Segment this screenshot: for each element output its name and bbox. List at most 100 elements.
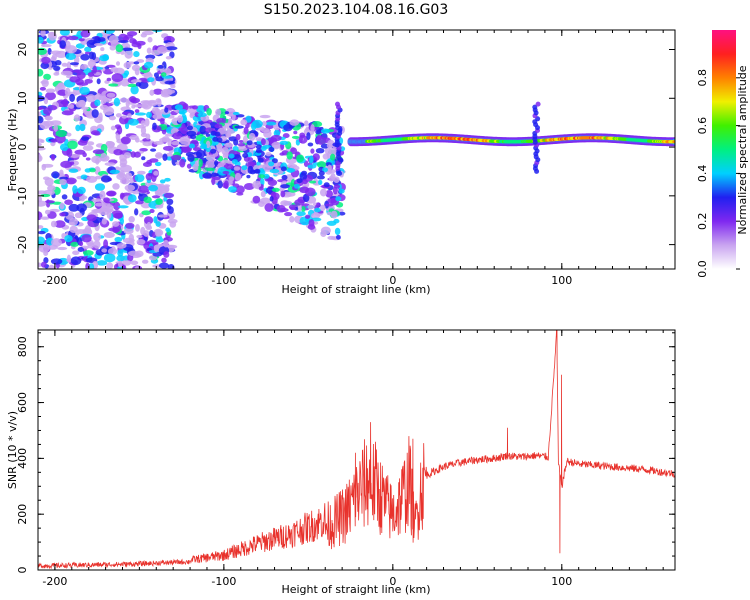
spectral-blob — [280, 184, 290, 189]
spectral-blob — [187, 154, 195, 162]
spectral-blob — [214, 160, 219, 166]
spectral-blob — [106, 77, 112, 82]
spectral-blob — [120, 177, 130, 185]
spectral-blob — [140, 100, 152, 104]
spectral-blob — [108, 83, 119, 87]
spectral-blob — [66, 254, 72, 263]
spectral-blob — [294, 199, 305, 206]
spectral-blob — [59, 176, 69, 180]
spectral-blob — [134, 137, 140, 143]
spectral-blob — [289, 206, 296, 211]
spectral-blob — [228, 176, 235, 182]
spectral-blob — [158, 262, 170, 269]
spectral-blob — [153, 141, 164, 145]
spectral-blob — [109, 169, 120, 175]
spectral-blob — [43, 120, 54, 127]
spectral-blob — [84, 46, 92, 53]
spectral-blob — [74, 229, 87, 235]
spectral-blob — [44, 177, 54, 187]
spectral-blob — [66, 132, 72, 137]
spectral-blob — [152, 30, 163, 33]
spectral-blob — [259, 114, 271, 119]
spectral-blob — [192, 163, 199, 172]
spectral-blob — [103, 231, 115, 238]
spectral-blob — [146, 47, 152, 54]
spectral-blob — [85, 157, 91, 161]
spectral-blob — [319, 188, 328, 197]
spectral-blob — [130, 151, 136, 158]
snr-line — [38, 330, 675, 570]
spectral-blob — [177, 115, 184, 123]
spectral-blob — [328, 175, 334, 182]
spectral-blob — [78, 99, 86, 107]
spectral-blob — [75, 124, 81, 132]
spectral-blob — [151, 106, 159, 115]
spectral-blob — [86, 175, 98, 183]
spectral-blob — [41, 163, 54, 168]
spectral-blob — [98, 112, 103, 121]
spectral-blob — [270, 191, 277, 198]
spectral-blob — [135, 82, 142, 87]
spectral-blob — [152, 88, 163, 95]
spectral-blob — [61, 110, 74, 116]
spectral-blob — [123, 61, 132, 69]
spectral-blob — [126, 83, 138, 88]
spectral-blob — [279, 140, 289, 146]
spectral-blob — [170, 154, 182, 161]
spectral-blob — [119, 158, 128, 166]
spectral-blob — [216, 117, 226, 125]
x-tick-label: 0 — [389, 575, 396, 588]
y-tick-label: -20 — [16, 236, 29, 254]
spectral-blob — [224, 111, 230, 115]
colorbar-label: Normalized spectral amplitude — [736, 65, 749, 234]
spectral-blob — [154, 161, 162, 167]
spectral-blob — [147, 77, 155, 83]
spectral-blob — [53, 65, 61, 71]
spectral-blob — [304, 120, 309, 127]
colorbar: 0.0 0.2 0.4 0.6 0.8 Normalized spectral ampl… — [696, 30, 749, 278]
spectral-blob — [338, 188, 345, 194]
spectral-blob — [152, 122, 157, 131]
spectral-blob — [258, 174, 266, 179]
spectral-blob — [109, 45, 116, 51]
spectral-blob — [92, 65, 97, 74]
spectral-blob — [104, 162, 116, 166]
spectral-blob — [308, 155, 314, 164]
spectral-blob — [123, 227, 134, 235]
spectral-blob — [280, 190, 286, 198]
spectral-blob — [135, 224, 140, 232]
spectral-blob — [78, 241, 84, 247]
spectral-blob — [287, 167, 294, 173]
spectral-blob — [164, 177, 171, 182]
spectral-blob — [51, 238, 62, 247]
spectral-blob — [40, 216, 50, 220]
spectral-blob — [155, 221, 161, 227]
spectral-blob — [270, 134, 282, 142]
x-tick-label: -200 — [42, 274, 67, 287]
spectral-blob — [296, 178, 303, 184]
spectral-blob — [38, 138, 44, 143]
spectral-blob — [217, 180, 223, 189]
spectral-blob — [146, 159, 153, 165]
spectral-blob — [137, 185, 150, 193]
spectral-blob — [79, 123, 86, 132]
spectral-blob — [235, 133, 241, 141]
spectral-blob — [153, 170, 159, 176]
spectral-blob — [238, 139, 244, 144]
spectral-blob — [104, 66, 110, 70]
spectral-blob — [122, 260, 132, 266]
spectral-blob — [152, 251, 163, 257]
spectral-blob — [40, 44, 52, 48]
spectral-blob — [246, 174, 251, 179]
spectral-blob — [205, 154, 216, 161]
spectral-blob — [87, 72, 95, 77]
spectral-blob — [335, 234, 341, 240]
spectral-blob — [179, 158, 186, 168]
spectral-blob — [48, 264, 55, 269]
spectral-blob — [100, 47, 105, 52]
spectral-blob — [161, 136, 170, 142]
spectral-blob — [80, 30, 91, 38]
spectral-blob — [52, 201, 62, 205]
spectral-blob — [102, 208, 115, 213]
spectral-blob — [117, 205, 129, 209]
